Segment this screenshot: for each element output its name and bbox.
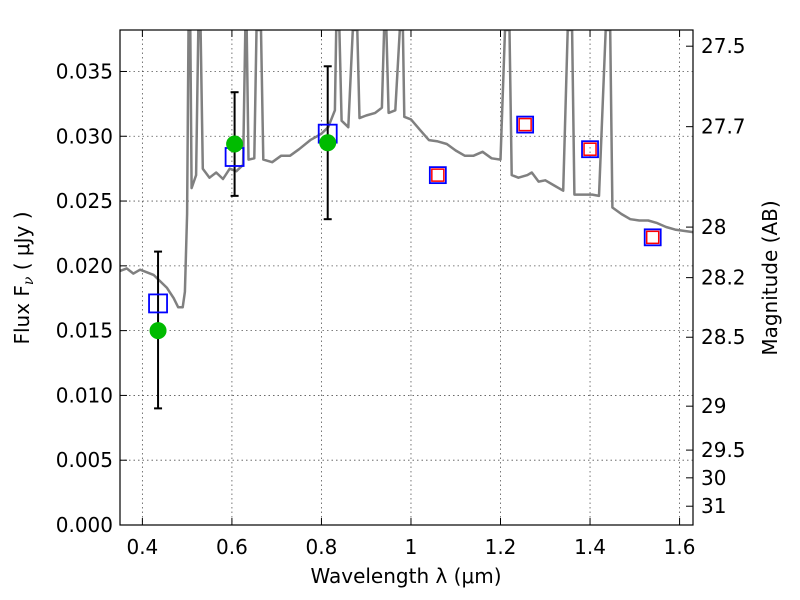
- observed-nir-marker: [431, 168, 445, 182]
- x-tick-label: 1.6: [664, 535, 696, 559]
- right-tick-label: 29.5: [701, 438, 746, 462]
- x-tick-label: 1.4: [574, 535, 606, 559]
- model-photometry-marker: [516, 115, 535, 134]
- model-photometry-marker: [643, 228, 662, 247]
- y-axis-label-left-unit: ( μJy ): [10, 211, 34, 276]
- y-axis-label-right: Magnitude (AB): [758, 200, 782, 355]
- y-tick-label: 0.005: [56, 448, 113, 472]
- y-tick-label: 0.015: [56, 319, 113, 343]
- x-tick-label: 0.4: [126, 535, 158, 559]
- right-tick-label: 30: [701, 466, 726, 490]
- y-tick-label: 0.010: [56, 383, 113, 407]
- model-photometry-marker: [428, 166, 447, 185]
- axes: 0.4 0.6 0.8 1 1.2 1.4 1.6 0.000 0.005 0.010 0.015 0…: [56, 30, 746, 559]
- y-tick-label: 0.025: [56, 189, 113, 213]
- x-tick-label: 1: [405, 535, 418, 559]
- y-axis-label-left-sub: ν: [21, 276, 37, 285]
- right-tick-label: 28: [701, 215, 726, 239]
- observed-nir-marker: [645, 230, 660, 245]
- observed-point: [226, 135, 244, 153]
- right-tick-label: 27.5: [701, 34, 746, 58]
- observed-point: [149, 322, 167, 340]
- observed-nir-marker: [518, 117, 532, 132]
- y-tick-label: 0.000: [56, 513, 113, 537]
- y-tick-label: 0.035: [56, 59, 113, 83]
- right-tick-label: 27.7: [701, 115, 746, 139]
- plot-area: [120, 30, 693, 410]
- right-tick-label: 29: [701, 394, 726, 418]
- observed-point: [319, 134, 337, 152]
- y-tick-label: 0.020: [56, 254, 113, 278]
- y-axis-label-left: Flux Fν ( μJy ): [10, 211, 37, 344]
- x-axis-label: Wavelength λ (μm): [310, 564, 501, 588]
- y-tick-label: 0.030: [56, 124, 113, 148]
- y-axis-label-left-text: Flux F: [10, 285, 34, 344]
- model-photometry-marker: [148, 293, 168, 314]
- x-tick-label: 0.6: [216, 535, 248, 559]
- right-tick-label: 31: [701, 494, 726, 518]
- grid-lines: [120, 30, 693, 526]
- right-tick-label: 28.2: [701, 266, 746, 290]
- sed-model-line: [120, 30, 693, 309]
- x-tick-label: 1.2: [485, 535, 517, 559]
- right-tick-label: 28.5: [701, 325, 746, 349]
- model-photometry-marker: [581, 140, 599, 159]
- observed-nir-marker: [583, 142, 597, 156]
- x-tick-label: 0.8: [306, 535, 338, 559]
